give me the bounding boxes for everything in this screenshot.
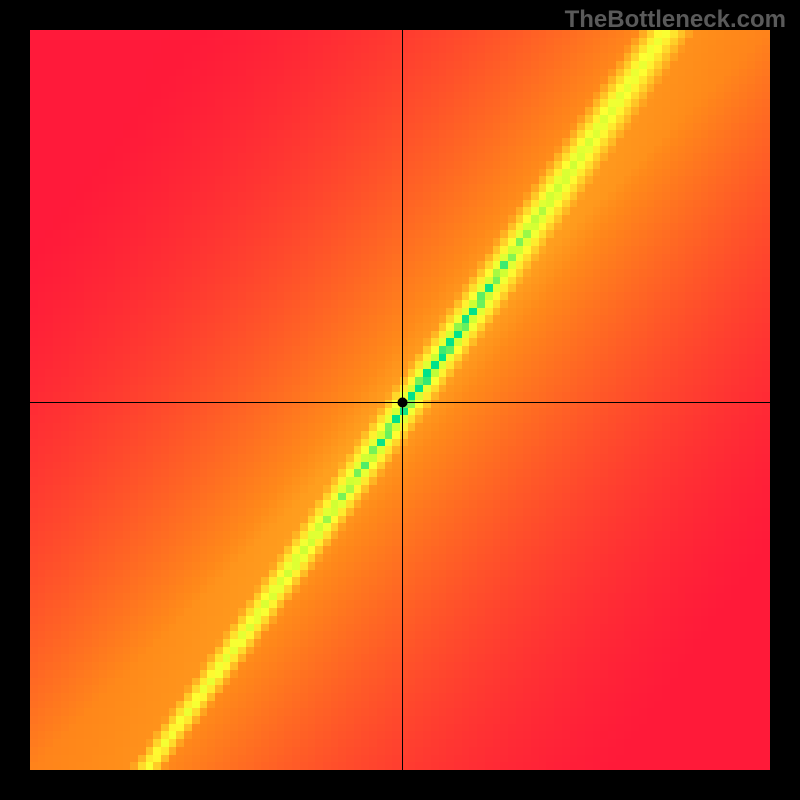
chart-stage: TheBottleneck.com: [0, 0, 800, 800]
bottleneck-heatmap: [30, 30, 770, 770]
watermark-text: TheBottleneck.com: [565, 6, 786, 34]
